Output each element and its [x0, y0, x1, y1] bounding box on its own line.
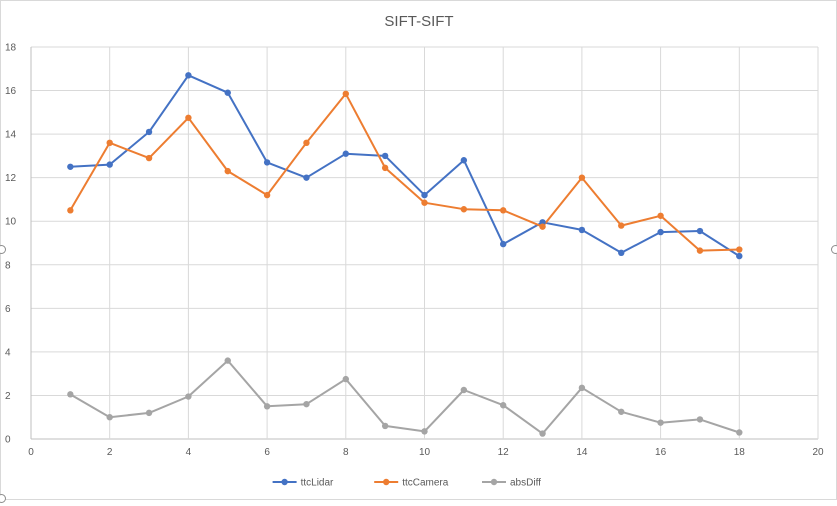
x-tick-label-8: 8 [343, 447, 349, 458]
data-point-absDiff-14 [578, 384, 586, 392]
y-tick-label-2: 2 [5, 391, 11, 402]
data-point-ttcLidar-6 [263, 159, 271, 166]
data-point-ttcCamera-14 [578, 174, 586, 181]
y-tick-label-4: 4 [5, 347, 11, 358]
y-tick-label-12: 12 [5, 173, 17, 184]
x-tick-label-10: 10 [419, 447, 431, 458]
x-tick-label-16: 16 [655, 447, 667, 458]
data-point-ttcCamera-4 [185, 114, 192, 121]
x-tick-label-6: 6 [264, 447, 270, 458]
data-point-ttcLidar-12 [500, 240, 507, 248]
data-point-ttcLidar-4 [185, 72, 192, 79]
data-point-ttcLidar-11 [460, 157, 468, 164]
series-line-absDiff [69, 359, 741, 435]
data-point-ttcLidar-18 [736, 252, 743, 260]
legend: ttcLidar ttcCamera absDiff [272, 478, 541, 489]
data-point-ttcLidar-17 [696, 227, 704, 235]
data-point-ttcCamera-17 [696, 247, 704, 254]
data-point-ttcLidar-5 [224, 89, 231, 96]
y-tick-label-18: 18 [5, 43, 17, 54]
data-point-ttcCamera-1 [67, 207, 74, 214]
data-point-ttcCamera-5 [224, 167, 231, 175]
data-point-ttcCamera-7 [303, 139, 310, 147]
data-point-ttcCamera-15 [618, 222, 625, 229]
data-point-absDiff-12 [500, 402, 507, 409]
data-point-ttcCamera-3 [145, 154, 153, 162]
data-point-ttcCamera-18 [736, 246, 743, 253]
y-tick-label-14: 14 [5, 130, 17, 141]
data-point-ttcLidar-14 [578, 226, 586, 234]
legend-label-absDiff: absDiff [510, 478, 541, 489]
gridlines [30, 46, 819, 440]
y-tick-label-16: 16 [5, 86, 17, 97]
y-tick-label-10: 10 [5, 217, 17, 228]
series-line-ttcCamera [69, 92, 741, 252]
legend-label-ttcCamera: ttcCamera [402, 478, 449, 489]
data-point-absDiff-8 [342, 375, 349, 383]
y-tick-label-6: 6 [5, 304, 11, 315]
data-point-absDiff-17 [696, 416, 704, 423]
data-point-absDiff-1 [67, 391, 74, 398]
data-point-absDiff-6 [263, 403, 271, 410]
data-point-ttcCamera-2 [106, 139, 113, 147]
data-point-absDiff-3 [145, 409, 153, 417]
data-point-ttcLidar-1 [67, 163, 74, 170]
data-point-absDiff-18 [736, 429, 743, 436]
data-point-absDiff-13 [539, 430, 546, 437]
data-point-absDiff-4 [185, 393, 192, 400]
data-point-ttcCamera-9 [381, 164, 389, 172]
data-point-ttcLidar-15 [618, 249, 625, 256]
data-point-absDiff-2 [106, 414, 113, 421]
data-point-absDiff-11 [460, 386, 468, 394]
data-point-ttcCamera-6 [263, 191, 271, 199]
data-point-ttcLidar-7 [303, 174, 310, 181]
legend-marker-absDiff [490, 478, 498, 486]
resize-handle-right[interactable] [831, 245, 837, 254]
data-point-absDiff-5 [224, 357, 231, 364]
x-tick-label-20: 20 [812, 447, 824, 458]
data-point-ttcLidar-8 [342, 150, 349, 157]
data-point-absDiff-7 [303, 400, 310, 408]
resize-handle-bottom-left[interactable] [0, 494, 6, 503]
data-point-ttcCamera-16 [657, 212, 664, 219]
series-line-ttcLidar [69, 74, 741, 258]
legend-marker-ttcLidar [281, 478, 288, 486]
data-point-absDiff-9 [381, 422, 389, 430]
chart-title: SIFT-SIFT [384, 13, 453, 30]
x-tick-label-4: 4 [186, 447, 192, 458]
legend-marker-ttcCamera [383, 478, 390, 486]
x-tick-label-12: 12 [498, 447, 510, 458]
x-tick-label-14: 14 [576, 447, 588, 458]
series-markers [67, 72, 743, 437]
x-tick-label-2: 2 [107, 447, 113, 458]
resize-handle-left[interactable] [0, 245, 6, 254]
data-point-absDiff-10 [421, 428, 428, 435]
y-tick-label-8: 8 [5, 260, 11, 271]
legend-label-ttcLidar: ttcLidar [301, 478, 334, 489]
data-point-ttcCamera-8 [342, 90, 349, 98]
data-point-ttcLidar-2 [106, 161, 113, 168]
data-point-ttcLidar-3 [145, 128, 153, 136]
data-point-ttcCamera-11 [460, 206, 468, 213]
data-point-ttcLidar-10 [421, 191, 428, 199]
data-point-absDiff-15 [618, 408, 625, 415]
y-tick-label-0: 0 [5, 435, 11, 446]
data-point-ttcCamera-10 [421, 199, 428, 206]
series-lines [69, 74, 741, 435]
x-tick-label-18: 18 [734, 447, 746, 458]
axis-tick-labels: 0 2 4 6 8 10 12 14 16 18 0 2 4 6 8 10 12 14 16 18 20 [5, 43, 824, 459]
x-tick-label-0: 0 [28, 447, 34, 458]
data-point-ttcLidar-16 [657, 228, 664, 236]
data-point-ttcCamera-12 [500, 207, 507, 214]
data-point-ttcCamera-13 [539, 223, 546, 230]
data-point-ttcLidar-9 [381, 152, 389, 160]
data-point-absDiff-16 [657, 419, 664, 426]
